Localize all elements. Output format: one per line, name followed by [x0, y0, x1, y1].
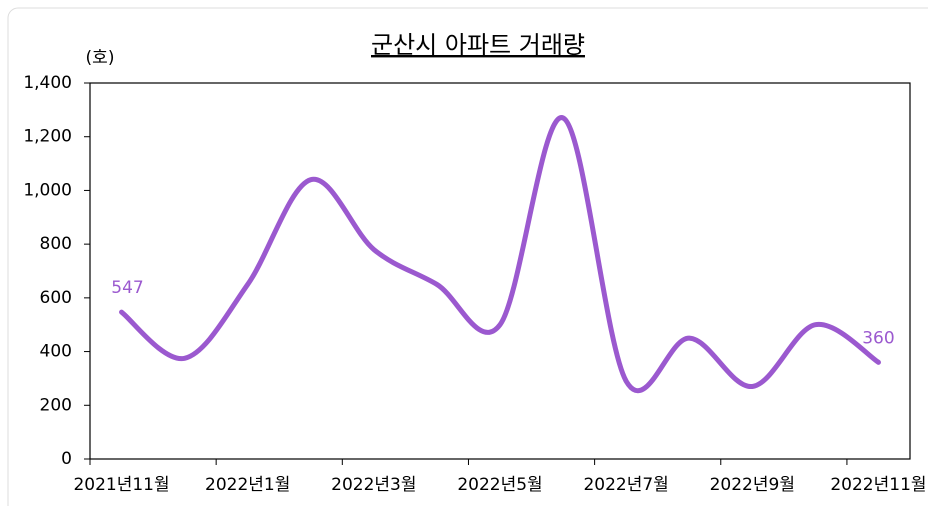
x-tick-label: 2022년7월 [583, 475, 668, 495]
data-label: 360 [862, 328, 894, 348]
y-tick-label: 1,400 [23, 73, 72, 93]
x-tick-label: 2022년9월 [710, 475, 795, 495]
x-tick-label: 2022년3월 [331, 475, 416, 495]
y-tick-label: 1,200 [23, 127, 72, 147]
x-tick-label: 2022년1월 [205, 475, 290, 495]
x-tick-label: 2022년5월 [457, 475, 542, 495]
y-tick-label: 200 [40, 395, 72, 415]
y-tick-label: 400 [40, 342, 72, 362]
chart-title: 군산시 아파트 거래량 [371, 31, 585, 59]
x-tick-label: 2021년11월 [73, 475, 169, 495]
series-line [119, 115, 881, 393]
y-unit: (호) [86, 48, 115, 68]
y-tick-label: 800 [40, 234, 72, 254]
y-tick-label: 0 [61, 449, 72, 469]
y-tick-label: 600 [40, 288, 72, 308]
plot-frame [89, 82, 911, 460]
x-tick-label: 2022년11월 [830, 475, 926, 495]
y-tick-label: 1,000 [23, 180, 72, 200]
data-label: 547 [111, 278, 143, 298]
card [7, 7, 928, 506]
